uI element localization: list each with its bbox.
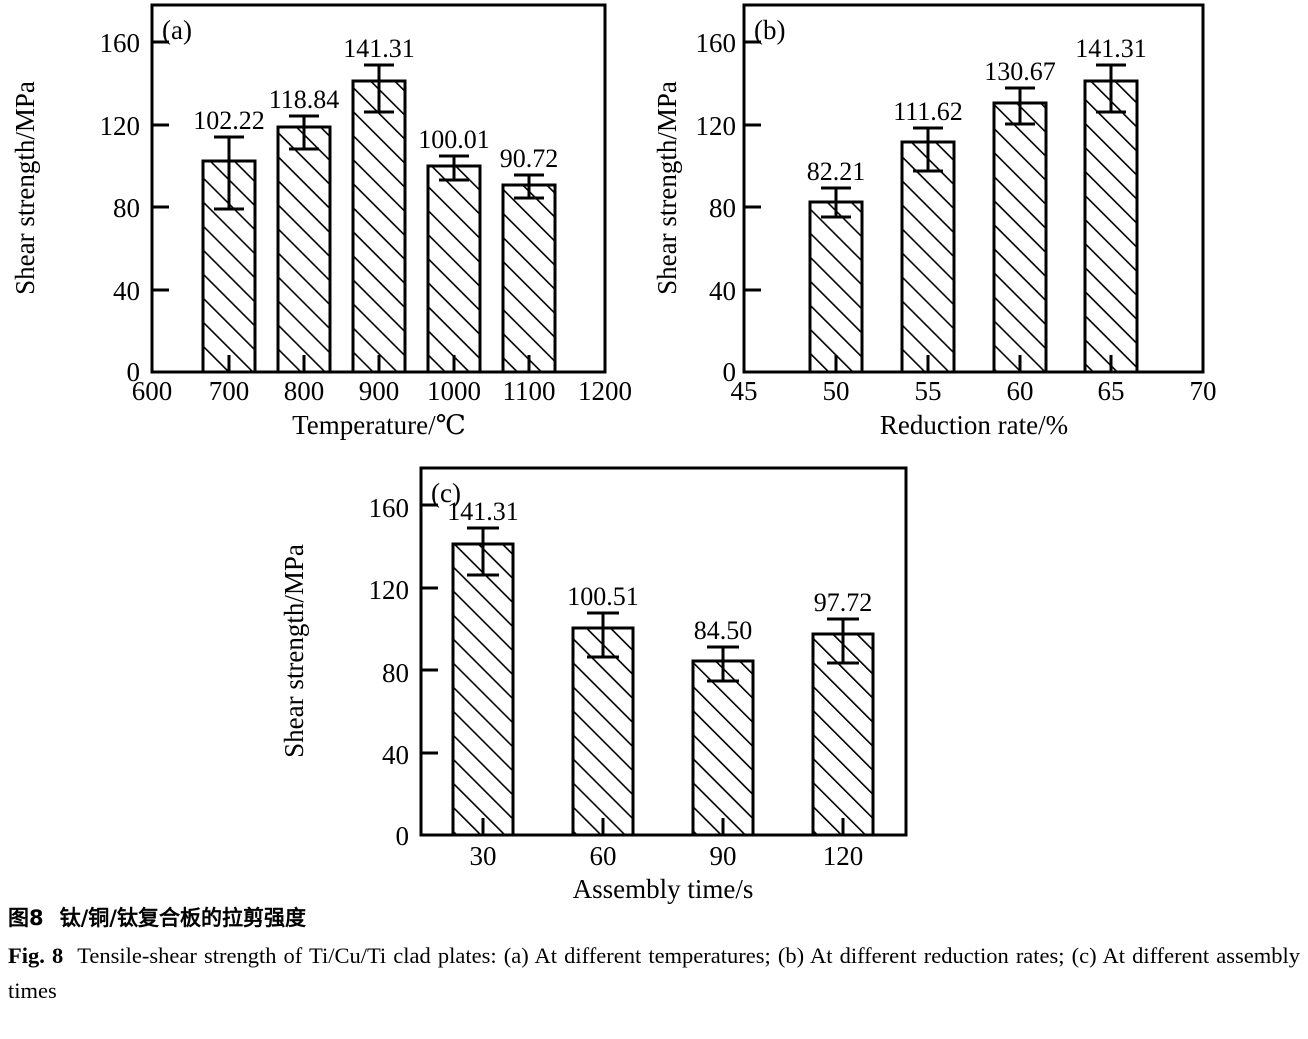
panel-b-xtick-65: 65 <box>1098 376 1125 406</box>
bar-60s <box>571 626 635 837</box>
error-bar-1100 <box>514 173 544 200</box>
panel-a-x-axis-title: Temperature/℃ <box>292 410 466 440</box>
panel-a-xtick-1200: 1200 <box>578 376 632 406</box>
figure-8: Shear strength/MPa 160 120 80 40 0 <box>0 0 1308 904</box>
panel-a-xtick-1000: 1000 <box>427 376 481 406</box>
panel-c-xtick-30: 30 <box>470 841 497 871</box>
data-label-55: 111.62 <box>893 97 963 126</box>
panel-c-y-axis-title: Shear strength/MPa <box>279 544 309 758</box>
chart-panel-b: Shear strength/MPa 160 120 80 40 0 <box>648 0 1308 450</box>
error-bar-50 <box>821 186 851 219</box>
panel-c-ytick-40: 40 <box>382 740 409 770</box>
data-label-65: 141.31 <box>1075 34 1147 63</box>
panel-b-y-axis-title: Shear strength/MPa <box>652 81 682 295</box>
panel-c-plot-frame <box>419 466 908 837</box>
error-bar-55 <box>913 126 943 173</box>
data-label-60: 130.67 <box>984 57 1056 86</box>
panel-b-xtick-55: 55 <box>915 376 942 406</box>
data-label-800: 118.84 <box>269 85 340 114</box>
data-label-50: 82.21 <box>807 157 866 186</box>
chart-panel-c: Shear strength/MPa 160 120 80 40 0 <box>268 455 968 904</box>
error-bar-65 <box>1096 63 1126 114</box>
figure-caption: 图8 钛/铜/钛复合板的拉剪强度 Fig. 8 Tensile-shear stre… <box>0 898 1308 1039</box>
panel-a-xtick-600: 600 <box>132 376 173 406</box>
caption-en-label: Fig. 8 <box>8 943 64 968</box>
error-bar-800 <box>289 114 319 151</box>
panel-b-ytick-80: 80 <box>709 193 736 223</box>
bar-60 <box>992 101 1048 374</box>
error-bar-60s <box>587 611 619 659</box>
data-label-120: 97.72 <box>814 588 873 617</box>
panel-a-xtick-800: 800 <box>284 376 325 406</box>
bar-50 <box>808 200 864 374</box>
bar-90 <box>691 659 755 837</box>
bar-30 <box>451 542 515 837</box>
data-label-60s: 100.51 <box>567 582 639 611</box>
panel-a-ytick-80: 80 <box>113 193 140 223</box>
panel-b-plot-frame <box>742 3 1205 374</box>
panel-c-ytick-160: 160 <box>369 493 410 523</box>
error-bar-700 <box>214 135 244 211</box>
panel-a-ytick-160: 160 <box>100 28 141 58</box>
data-label-1000: 100.01 <box>418 125 490 154</box>
panel-a-ytick-120: 120 <box>100 111 141 141</box>
panel-c-xtick-90: 90 <box>710 841 737 871</box>
panel-b-xtick-45: 45 <box>731 376 758 406</box>
panel-c-svg: Shear strength/MPa 160 120 80 40 0 <box>279 466 908 904</box>
panel-c-xtick-60: 60 <box>590 841 617 871</box>
error-bar-1000 <box>439 154 469 182</box>
bar-900 <box>351 79 407 374</box>
caption-cn-label: 图8 <box>8 906 44 930</box>
panel-c-ytick-80: 80 <box>382 658 409 688</box>
bar-120 <box>811 632 875 837</box>
panel-c-x-axis-title: Assembly time/s <box>573 874 754 904</box>
panel-a-ytick-0: 0 <box>127 357 141 387</box>
data-label-900: 141.31 <box>343 34 415 63</box>
bar-65 <box>1083 79 1139 374</box>
panel-b-xtick-70: 70 <box>1190 376 1217 406</box>
bar-800 <box>276 125 332 374</box>
bar-55 <box>900 140 956 374</box>
panel-a-ytick-40: 40 <box>113 276 140 306</box>
panel-b-ytick-120: 120 <box>696 111 737 141</box>
error-bar-30 <box>467 526 499 577</box>
panel-b-xtick-50: 50 <box>823 376 850 406</box>
panel-b-label: (b) <box>754 15 785 45</box>
panel-c-ytick-120: 120 <box>369 575 410 605</box>
panel-b-ytick-0: 0 <box>723 357 737 387</box>
data-label-90: 84.50 <box>694 616 753 645</box>
panel-a-svg: Shear strength/MPa 160 120 80 40 0 <box>10 3 632 440</box>
panel-c-xtick-120: 120 <box>823 841 864 871</box>
error-bar-120 <box>827 617 859 665</box>
panel-a-xtick-900: 900 <box>359 376 400 406</box>
error-bar-900 <box>364 63 394 114</box>
panel-b-x-axis-title: Reduction rate/% <box>880 410 1068 440</box>
panel-a-xtick-700: 700 <box>209 376 250 406</box>
caption-cn-text: 钛/铜/钛复合板的拉剪强度 <box>59 906 306 930</box>
panel-b-xtick-60: 60 <box>1007 376 1034 406</box>
panel-b-ytick-40: 40 <box>709 276 736 306</box>
panel-c-ytick-0: 0 <box>396 821 410 851</box>
panel-b-ytick-160: 160 <box>696 28 737 58</box>
bar-1100 <box>501 183 557 374</box>
bar-1000 <box>426 164 482 374</box>
error-bar-90 <box>707 645 739 683</box>
caption-en-text: Tensile-shear strength of Ti/Cu/Ti clad … <box>8 943 1300 1003</box>
caption-chinese: 图8 钛/铜/钛复合板的拉剪强度 <box>8 898 1300 938</box>
data-label-700: 102.22 <box>193 106 265 135</box>
panel-a-y-axis-title: Shear strength/MPa <box>10 81 40 295</box>
data-label-1100: 90.72 <box>500 144 559 173</box>
caption-english: Fig. 8 Tensile-shear strength of Ti/Cu/Ti… <box>8 938 1300 1008</box>
panel-a-label: (a) <box>162 15 192 45</box>
panel-c-label: (c) <box>431 478 461 508</box>
error-bar-60 <box>1005 86 1035 126</box>
panel-b-svg: Shear strength/MPa 160 120 80 40 0 <box>652 3 1217 440</box>
panel-a-xtick-1100: 1100 <box>503 376 556 406</box>
data-label-30: 141.31 <box>447 497 519 526</box>
chart-panel-a: Shear strength/MPa 160 120 80 40 0 <box>0 0 660 450</box>
